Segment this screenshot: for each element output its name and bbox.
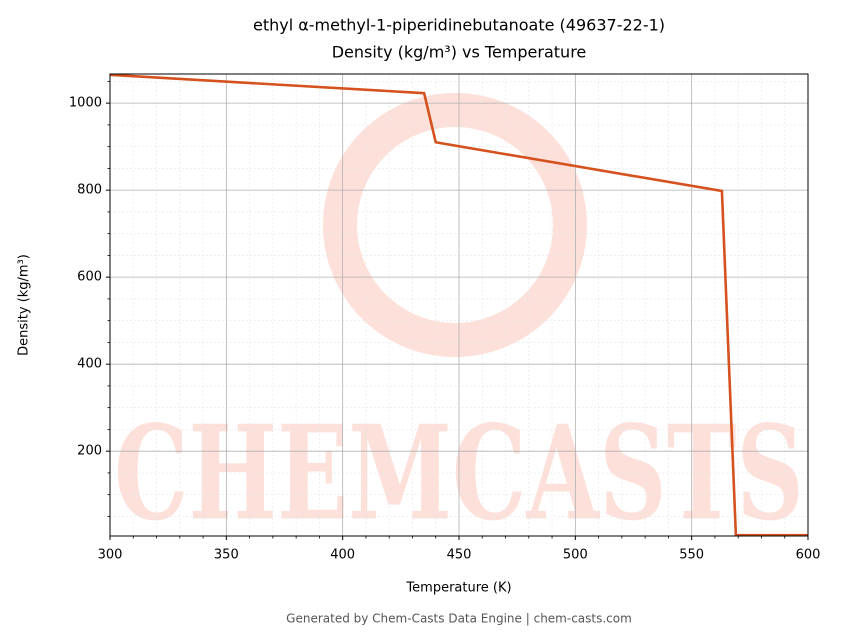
x-tick-label: 500 bbox=[563, 548, 588, 563]
x-tick-label: 400 bbox=[330, 548, 355, 563]
y-tick-label: 800 bbox=[77, 183, 102, 198]
chart-subtitle: Density (kg/m³) vs Temperature bbox=[332, 43, 587, 62]
y-tick-label: 400 bbox=[77, 357, 102, 372]
x-tick-label: 300 bbox=[98, 548, 123, 563]
footer: Generated by Chem-Casts Data Engine | ch… bbox=[286, 612, 632, 626]
x-tick-label: 350 bbox=[214, 548, 239, 563]
y-tick-label: 600 bbox=[77, 270, 102, 285]
y-axis-label: Density (kg/m³) bbox=[17, 254, 32, 356]
x-axis-label: Temperature (K) bbox=[405, 581, 511, 596]
y-tick-label: 1000 bbox=[69, 96, 102, 111]
y-tick-label: 200 bbox=[77, 444, 102, 459]
x-tick-label: 550 bbox=[679, 548, 704, 563]
x-tick-label: 450 bbox=[447, 548, 472, 563]
x-tick-label: 600 bbox=[796, 548, 821, 563]
watermark-logo bbox=[323, 93, 587, 357]
plot-frame bbox=[109, 73, 809, 537]
chart-title: ethyl α-methyl-1-piperidinebutanoate (49… bbox=[253, 16, 665, 35]
data-line bbox=[110, 74, 808, 536]
